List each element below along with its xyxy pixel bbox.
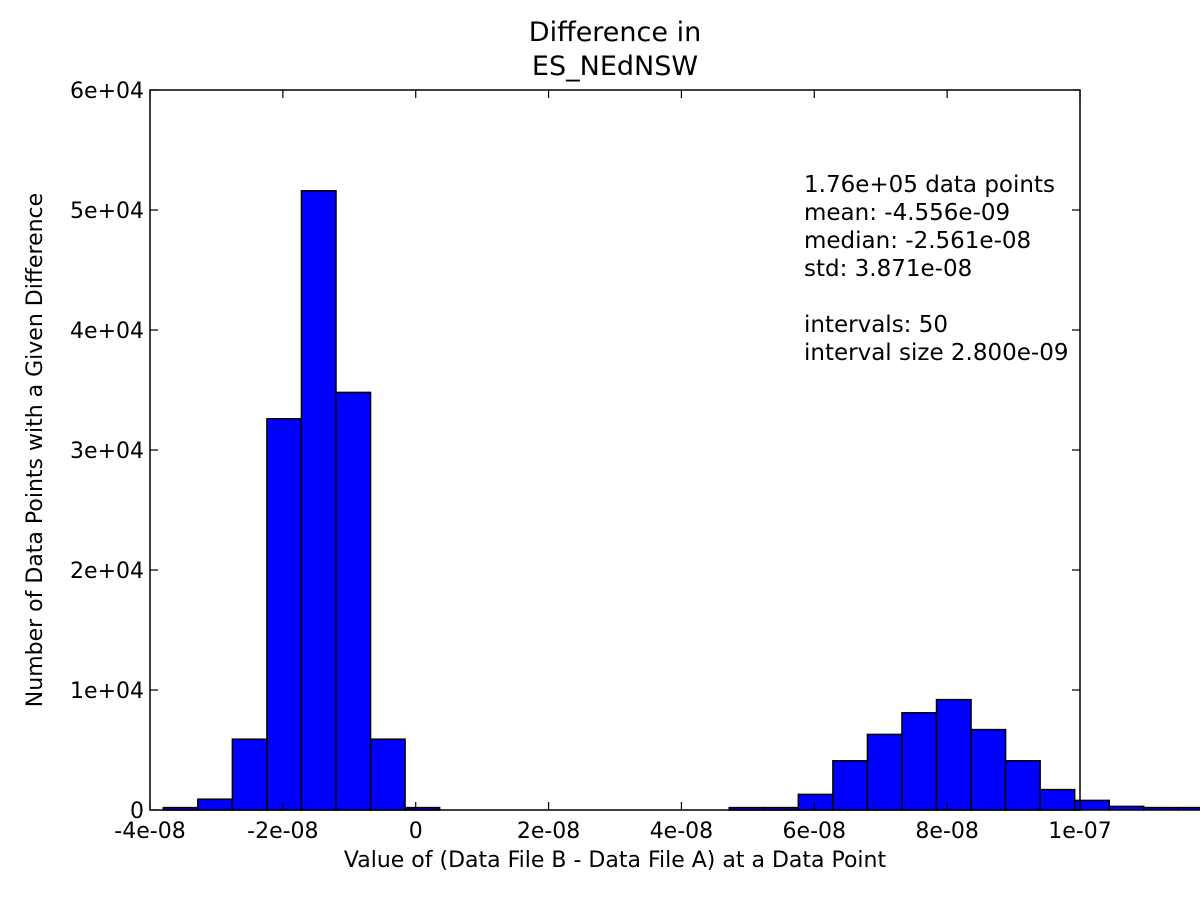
histogram-bar [1108,805,1145,811]
histogram-bars [162,190,1200,811]
histogram-bar [797,793,834,811]
x-axis-label: Value of (Data File B - Data File A) at … [343,848,887,873]
histogram-bar [197,798,234,811]
stats-line: std: 3.871e-08 [804,256,973,282]
y-tick-label: 6e+04 [70,79,144,104]
histogram-bar [1004,760,1041,811]
histogram-bar [866,733,903,811]
x-tick-label: 4e-08 [650,819,713,844]
histogram-bar [266,418,303,811]
histogram-bar [901,712,938,811]
histogram-bar [369,738,406,811]
x-tick-label: 2e-08 [517,819,580,844]
histogram-bar [970,728,1007,811]
histogram-bar [1039,788,1076,811]
stats-line: intervals: 50 [804,312,948,338]
histogram-bar [335,391,372,811]
histogram-bar [231,738,268,811]
y-tick-label: 0 [130,799,144,824]
histogram-bar [300,190,337,811]
x-tick-label: -2e-08 [247,819,318,844]
chart-title-line1: Difference in [528,17,702,48]
y-tick-label: 2e+04 [70,559,144,584]
chart-title-line2: ES_NEdNSW [531,51,699,82]
histogram-bar [1177,806,1200,811]
histogram-bar [1073,799,1110,811]
y-tick-label: 1e+04 [70,679,144,704]
x-tick-label: 6e-08 [783,819,846,844]
histogram-bar [1143,806,1180,811]
x-tick-label: 8e-08 [915,819,978,844]
stats-annotation: 1.76e+05 data points mean: -4.556e-09 me… [804,171,1068,367]
histogram-bar [832,760,869,811]
y-axis-label: Number of Data Points with a Given Diffe… [23,192,48,708]
stats-line: 1.76e+05 data points [804,172,1055,198]
histogram-bar [935,698,972,811]
stats-line [804,283,1068,311]
axis-ticks: -4e-08 -2e-08 0 2e-08 4e-08 6e-08 8e-08 1e-07 0 1… [70,79,1112,844]
stats-line: interval size 2.800e-09 [804,340,1069,366]
stats-line: mean: -4.556e-09 [804,200,1011,226]
x-tick-label: 0 [409,819,423,844]
y-tick-label: 4e+04 [70,319,144,344]
y-tick-label: 3e+04 [70,439,144,464]
x-tick-label: -4e-08 [114,819,185,844]
y-tick-label: 5e+04 [70,199,144,224]
x-tick-label: 1e-07 [1048,819,1111,844]
stats-line: median: -2.561e-08 [804,228,1032,254]
